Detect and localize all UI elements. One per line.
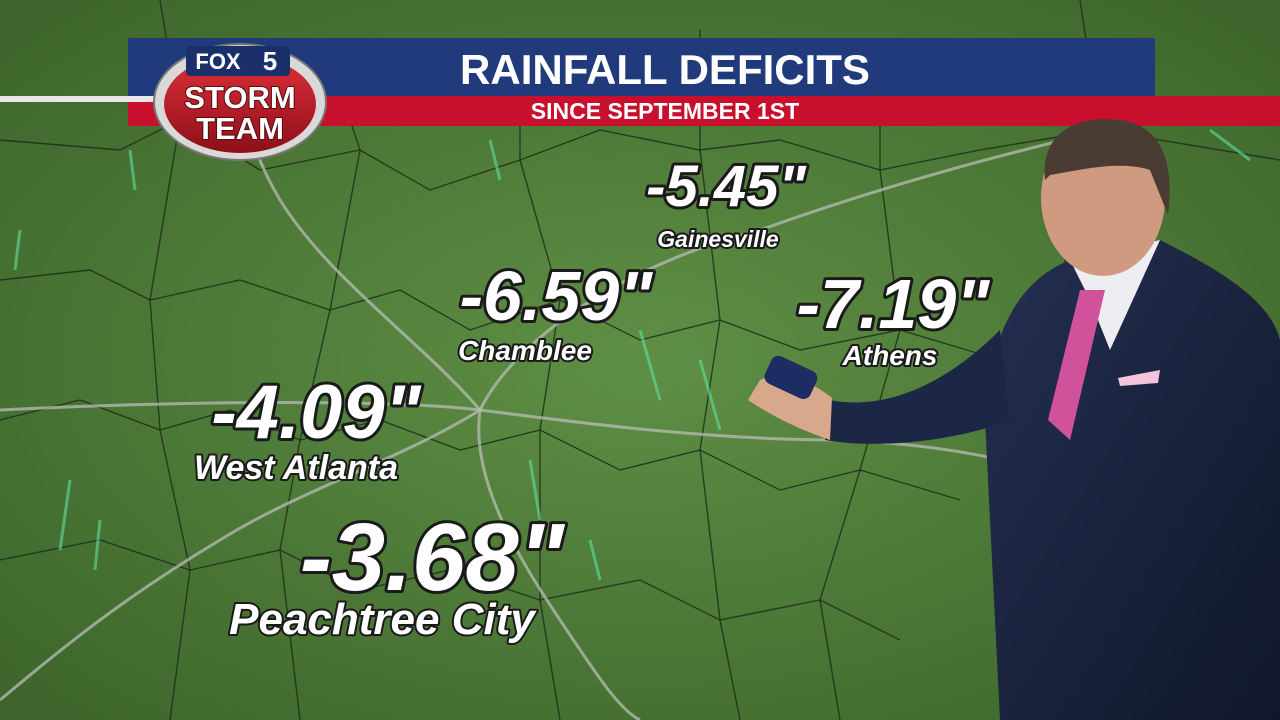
- logo-rule: [0, 96, 160, 102]
- deficit-value: -3.68": [300, 504, 566, 611]
- city-name: Gainesville: [657, 226, 779, 252]
- logo-channel: 5: [263, 46, 277, 76]
- station-logo: FOX 5 STORM TEAM: [153, 43, 327, 161]
- logo-badge: [186, 46, 290, 76]
- title: RAINFALL DEFICITS: [460, 46, 870, 93]
- logo-line-2: TEAM: [196, 111, 284, 146]
- city-name: Chamblee: [458, 335, 592, 366]
- logo-line-1: STORM: [184, 80, 295, 115]
- deficit-labels: -5.45" Gainesville -6.59" Chamblee -7.19…: [192, 151, 993, 646]
- clicker: [764, 355, 818, 399]
- deficit-value: -7.19": [797, 265, 991, 343]
- presenter: [748, 119, 1280, 720]
- subtitle: SINCE SEPTEMBER 1ST: [531, 98, 799, 124]
- deficit-value: -6.59": [460, 257, 654, 335]
- pocket-square: [1118, 370, 1160, 386]
- city-name: Peachtree City: [229, 595, 537, 644]
- radar-streaks: [13, 128, 1251, 581]
- deficit-value: -4.09": [211, 370, 421, 455]
- presenter-tie: [1048, 290, 1105, 440]
- presenter-hair: [1044, 119, 1170, 215]
- city-name: West Atlanta: [194, 449, 398, 487]
- city-name: Athens: [842, 340, 938, 371]
- presenter-body: [985, 240, 1280, 720]
- deficit-value: -5.45": [646, 154, 807, 219]
- logo-network: FOX: [195, 49, 241, 74]
- presenter-arm: [825, 330, 1010, 444]
- logo-face: [164, 55, 316, 153]
